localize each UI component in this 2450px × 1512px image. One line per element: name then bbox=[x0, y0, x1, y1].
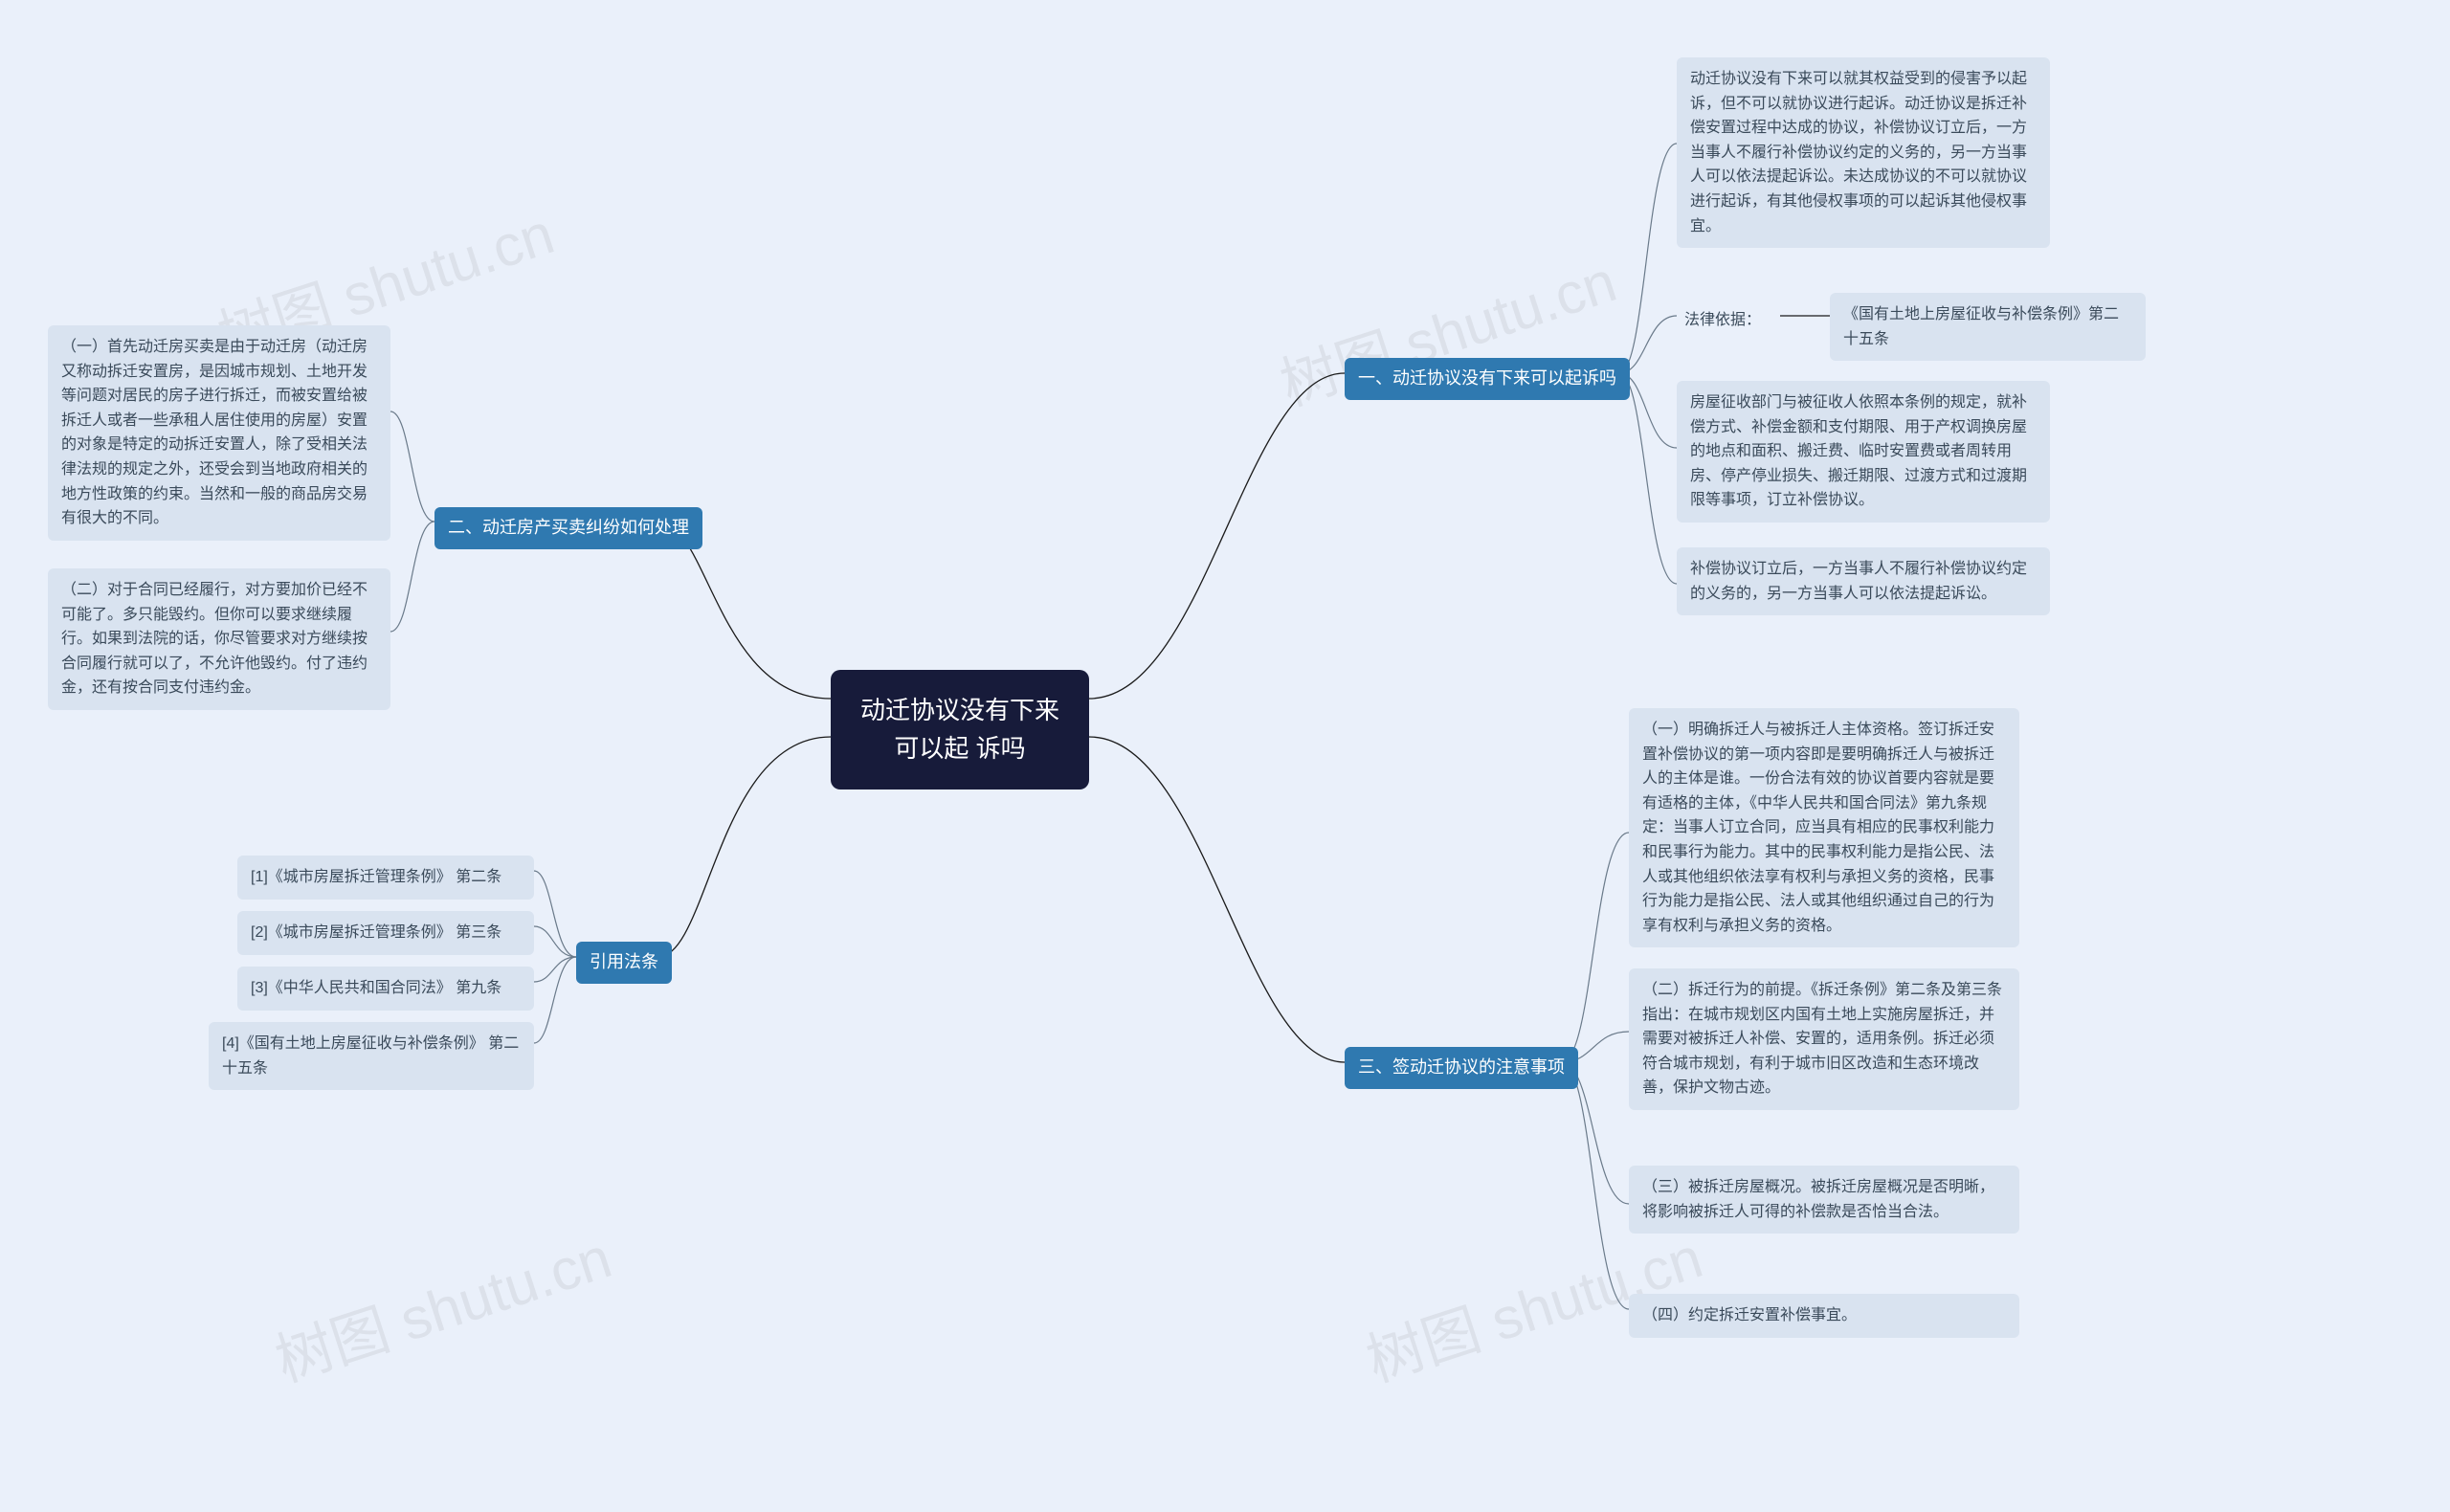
leaf-b1-3: 房屋征收部门与被征收人依照本条例的规定，就补偿方式、补偿金额和支付期限、用于产权… bbox=[1677, 381, 2050, 523]
leaf-b3-2: （二）拆迁行为的前提。《拆迁条例》第二条及第三条指出：在城市规划区内国有土地上实… bbox=[1629, 968, 2019, 1110]
branch-2: 二、动迁房产买卖纠纷如何处理 bbox=[434, 507, 702, 549]
leaf-b3-3: （三）被拆迁房屋概况。被拆迁房屋概况是否明晰，将影响被拆迁人可得的补偿款是否恰当… bbox=[1629, 1166, 2019, 1234]
leaf-b4-1: [1]《城市房屋拆迁管理条例》 第二条 bbox=[237, 856, 534, 900]
leaf-b4-2: [2]《城市房屋拆迁管理条例》 第三条 bbox=[237, 911, 534, 955]
center-topic: 动迁协议没有下来可以起 诉吗 bbox=[831, 670, 1089, 789]
branch-4: 引用法条 bbox=[576, 942, 672, 984]
leaf-b1-4: 补偿协议订立后，一方当事人不履行补偿协议约定的义务的，另一方当事人可以依法提起诉… bbox=[1677, 547, 2050, 615]
watermark: 树图 shutu.cn bbox=[263, 1212, 620, 1398]
connector-layer bbox=[0, 0, 2450, 1512]
branch-1: 一、动迁协议没有下来可以起诉吗 bbox=[1345, 358, 1630, 400]
leaf-b1-2b: 《国有土地上房屋征收与补偿条例》第二十五条 bbox=[1830, 293, 2146, 361]
leaf-b3-1: （一）明确拆迁人与被拆迁人主体资格。签订拆迁安置补偿协议的第一项内容即是要明确拆… bbox=[1629, 708, 2019, 947]
leaf-b1-2a: 法律依据： bbox=[1684, 306, 1761, 329]
leaf-b4-4: [4]《国有土地上房屋征收与补偿条例》 第二十五条 bbox=[209, 1022, 534, 1090]
leaf-b4-3: [3]《中华人民共和国合同法》 第九条 bbox=[237, 967, 534, 1011]
leaf-b2-2: （二）对于合同已经履行，对方要加价已经不可能了。多只能毁约。但你可以要求继续履行… bbox=[48, 568, 390, 710]
branch-3: 三、签动迁协议的注意事项 bbox=[1345, 1047, 1578, 1089]
leaf-b2-1: （一）首先动迁房买卖是由于动迁房（动迁房又称动拆迁安置房，是因城市规划、土地开发… bbox=[48, 325, 390, 541]
leaf-b3-4: （四）约定拆迁安置补偿事宜。 bbox=[1629, 1294, 2019, 1338]
leaf-b1-1: 动迁协议没有下来可以就其权益受到的侵害予以起诉，但不可以就协议进行起诉。动迁协议… bbox=[1677, 57, 2050, 248]
